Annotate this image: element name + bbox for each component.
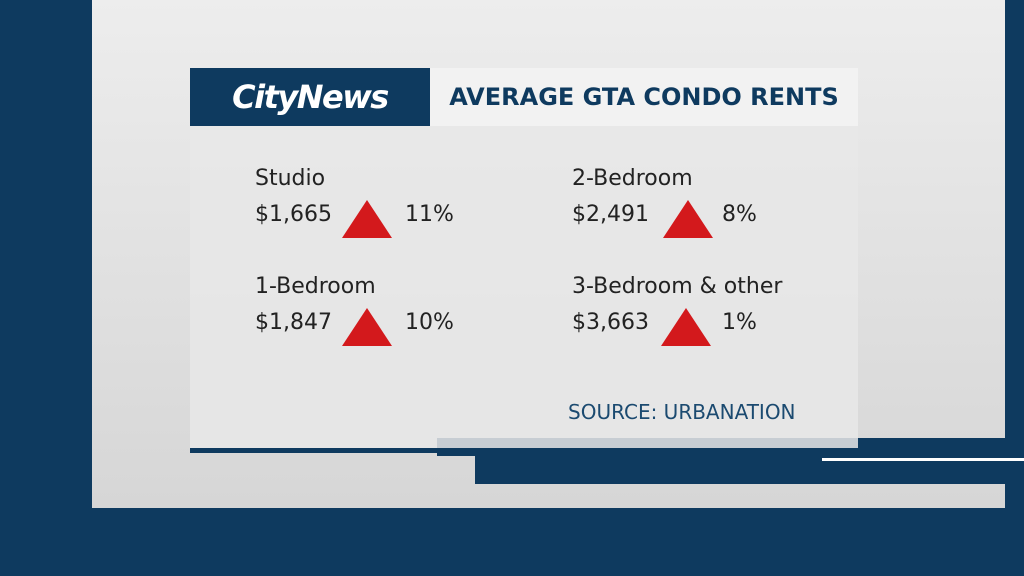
triangle: [661, 308, 711, 346]
unit-label: 3-Bedroom & other: [572, 274, 783, 299]
brand-logo: CityNews: [190, 68, 430, 126]
up-arrow: [342, 308, 392, 352]
content-box: [190, 126, 858, 448]
price: $2,491: [572, 202, 649, 227]
price: $3,663: [572, 310, 649, 335]
unit-label: 1-Bedroom: [255, 274, 376, 299]
up-arrow: [342, 200, 392, 244]
triangle: [342, 308, 392, 346]
change: 10%: [405, 310, 454, 335]
triangle: [342, 200, 392, 238]
change: 11%: [405, 202, 454, 227]
triangle: [663, 200, 713, 238]
source: SOURCE: URBANATION: [568, 400, 796, 424]
up-arrow: [663, 200, 713, 244]
change: 1%: [722, 310, 757, 335]
price: $1,847: [255, 310, 332, 335]
unit-label: 2-Bedroom: [572, 166, 693, 191]
change: 8%: [722, 202, 757, 227]
baseline: [190, 448, 858, 453]
price: $1,665: [255, 202, 332, 227]
unit-label: Studio: [255, 166, 326, 191]
up-arrow: [661, 308, 711, 352]
stripe-white: [822, 458, 1024, 461]
title: AVERAGE GTA CONDO RENTS: [430, 68, 858, 126]
